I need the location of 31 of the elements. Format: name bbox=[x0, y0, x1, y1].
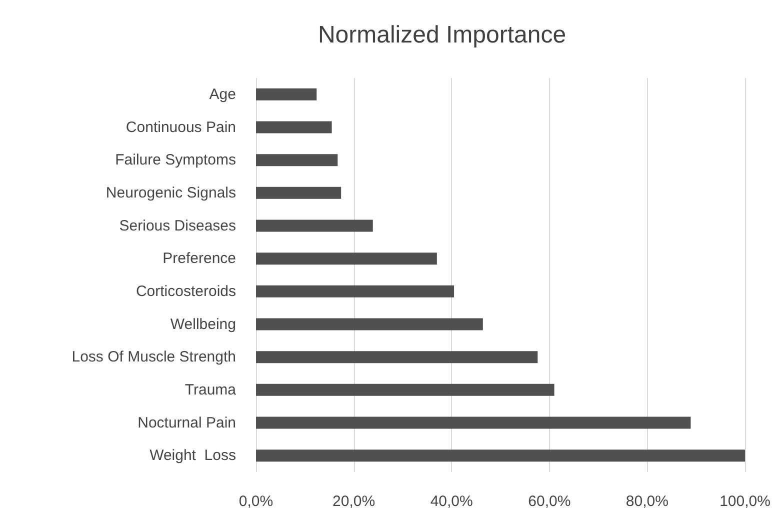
x-tick-label: 80,0% bbox=[626, 493, 668, 510]
bar bbox=[256, 154, 338, 166]
y-tick-label: Preference bbox=[162, 250, 236, 268]
bar bbox=[256, 252, 437, 265]
chart-title: Normalized Importance bbox=[318, 22, 566, 48]
bar bbox=[256, 186, 342, 199]
x-tick-label: 60,0% bbox=[528, 493, 571, 510]
x-tick-label: 20,0% bbox=[332, 493, 376, 510]
y-tick-label: Loss Of Muscle Strength bbox=[72, 348, 236, 366]
y-tick-label: Failure Symptoms bbox=[115, 152, 236, 169]
bar bbox=[256, 318, 483, 330]
bar bbox=[256, 351, 538, 364]
y-tick-label: Trauma bbox=[184, 381, 237, 398]
bar bbox=[256, 416, 691, 429]
x-tick-label: 40,0% bbox=[430, 493, 473, 510]
bar bbox=[256, 285, 454, 298]
x-tick-label: 100,0% bbox=[720, 493, 770, 510]
y-tick-label: Neurogenic Signals bbox=[106, 184, 236, 202]
x-tick-label: 0,0% bbox=[238, 493, 274, 510]
y-tick-label: Serious Diseases bbox=[119, 217, 236, 234]
y-tick-label: Corticosteroids bbox=[136, 282, 236, 300]
y-tick-label: Age bbox=[209, 86, 236, 103]
y-tick-label: Wellbeing bbox=[170, 316, 236, 333]
y-tick-label: Weight Loss bbox=[150, 447, 236, 464]
bar bbox=[256, 121, 332, 134]
y-tick-label: Continuous Pain bbox=[126, 118, 236, 136]
bar bbox=[256, 220, 373, 232]
bar bbox=[256, 450, 745, 462]
bar bbox=[256, 384, 554, 396]
bar bbox=[256, 88, 317, 100]
y-tick-label: Nocturnal Pain bbox=[138, 414, 236, 432]
